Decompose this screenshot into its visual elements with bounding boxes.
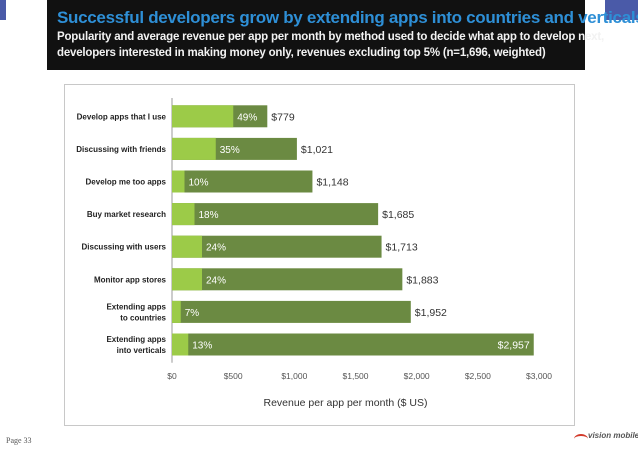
revenue-bar xyxy=(172,333,534,356)
category-label: to countries xyxy=(120,313,166,322)
popularity-label: 24% xyxy=(206,275,226,286)
category-label: Discussing with friends xyxy=(76,145,166,154)
category-label: Extending apps xyxy=(106,335,166,344)
x-tick-label: $500 xyxy=(224,371,243,381)
revenue-bar xyxy=(172,268,403,291)
revenue-label: $779 xyxy=(271,111,295,123)
category-label: Monitor app stores xyxy=(94,275,167,284)
revenue-label: $1,883 xyxy=(406,274,438,286)
category-label: into verticals xyxy=(117,346,167,355)
revenue-label: $1,685 xyxy=(382,209,414,221)
category-label: Develop apps that I use xyxy=(77,112,167,121)
revenue-bar xyxy=(172,235,382,258)
chart-subtitle-line-1: Popularity and average revenue per app p… xyxy=(57,31,605,43)
x-tick-label: $1,000 xyxy=(281,371,307,381)
revenue-label: $1,952 xyxy=(415,307,447,319)
x-tick-label: $0 xyxy=(167,371,177,381)
popularity-bar xyxy=(172,300,181,323)
x-tick-label: $2,000 xyxy=(404,371,430,381)
revenue-label: $1,148 xyxy=(316,177,348,189)
category-label: Develop me too apps xyxy=(86,178,167,187)
title-banner: Successful developers grow by extending … xyxy=(47,0,638,70)
popularity-label: 10% xyxy=(189,178,209,189)
popularity-label: 35% xyxy=(220,145,240,156)
chart-title: Successful developers grow by extending … xyxy=(57,8,638,27)
right-accent-block xyxy=(605,0,638,20)
popularity-label: 18% xyxy=(199,210,219,221)
page-number: Page 33 xyxy=(6,436,32,445)
popularity-bar xyxy=(172,137,216,160)
revenue-label: $2,957 xyxy=(498,340,530,352)
revenue-label: $1,021 xyxy=(301,144,333,156)
x-tick-label: $2,500 xyxy=(465,371,491,381)
x-axis-title: Revenue per app per month ($ US) xyxy=(263,397,427,409)
category-label: Extending apps xyxy=(106,302,166,311)
popularity-label: 49% xyxy=(237,112,257,123)
chart-subtitle-line-2: developers interested in making money on… xyxy=(57,47,546,59)
popularity-label: 13% xyxy=(192,341,212,352)
popularity-label: 7% xyxy=(185,308,200,319)
revenue-bar xyxy=(172,203,379,226)
category-label: Discussing with users xyxy=(82,243,167,252)
vision-mobile-logo: vision mobile xyxy=(574,432,638,450)
popularity-bar xyxy=(172,268,202,291)
logo-swoosh-icon xyxy=(574,434,588,444)
revenue-bar xyxy=(172,170,313,193)
x-tick-label: $1,500 xyxy=(343,371,369,381)
popularity-bar xyxy=(172,105,234,128)
popularity-bar xyxy=(172,170,185,193)
popularity-bar xyxy=(172,203,195,226)
popularity-bar xyxy=(172,235,202,258)
logo-text: vision mobile xyxy=(588,431,638,440)
left-accent-block xyxy=(0,0,6,20)
category-label: Buy market research xyxy=(87,210,166,219)
revenue-label: $1,713 xyxy=(386,242,418,254)
popularity-label: 24% xyxy=(206,243,226,254)
revenue-bar xyxy=(172,300,411,323)
x-tick-label: $3,000 xyxy=(526,371,552,381)
popularity-bar xyxy=(172,333,189,356)
